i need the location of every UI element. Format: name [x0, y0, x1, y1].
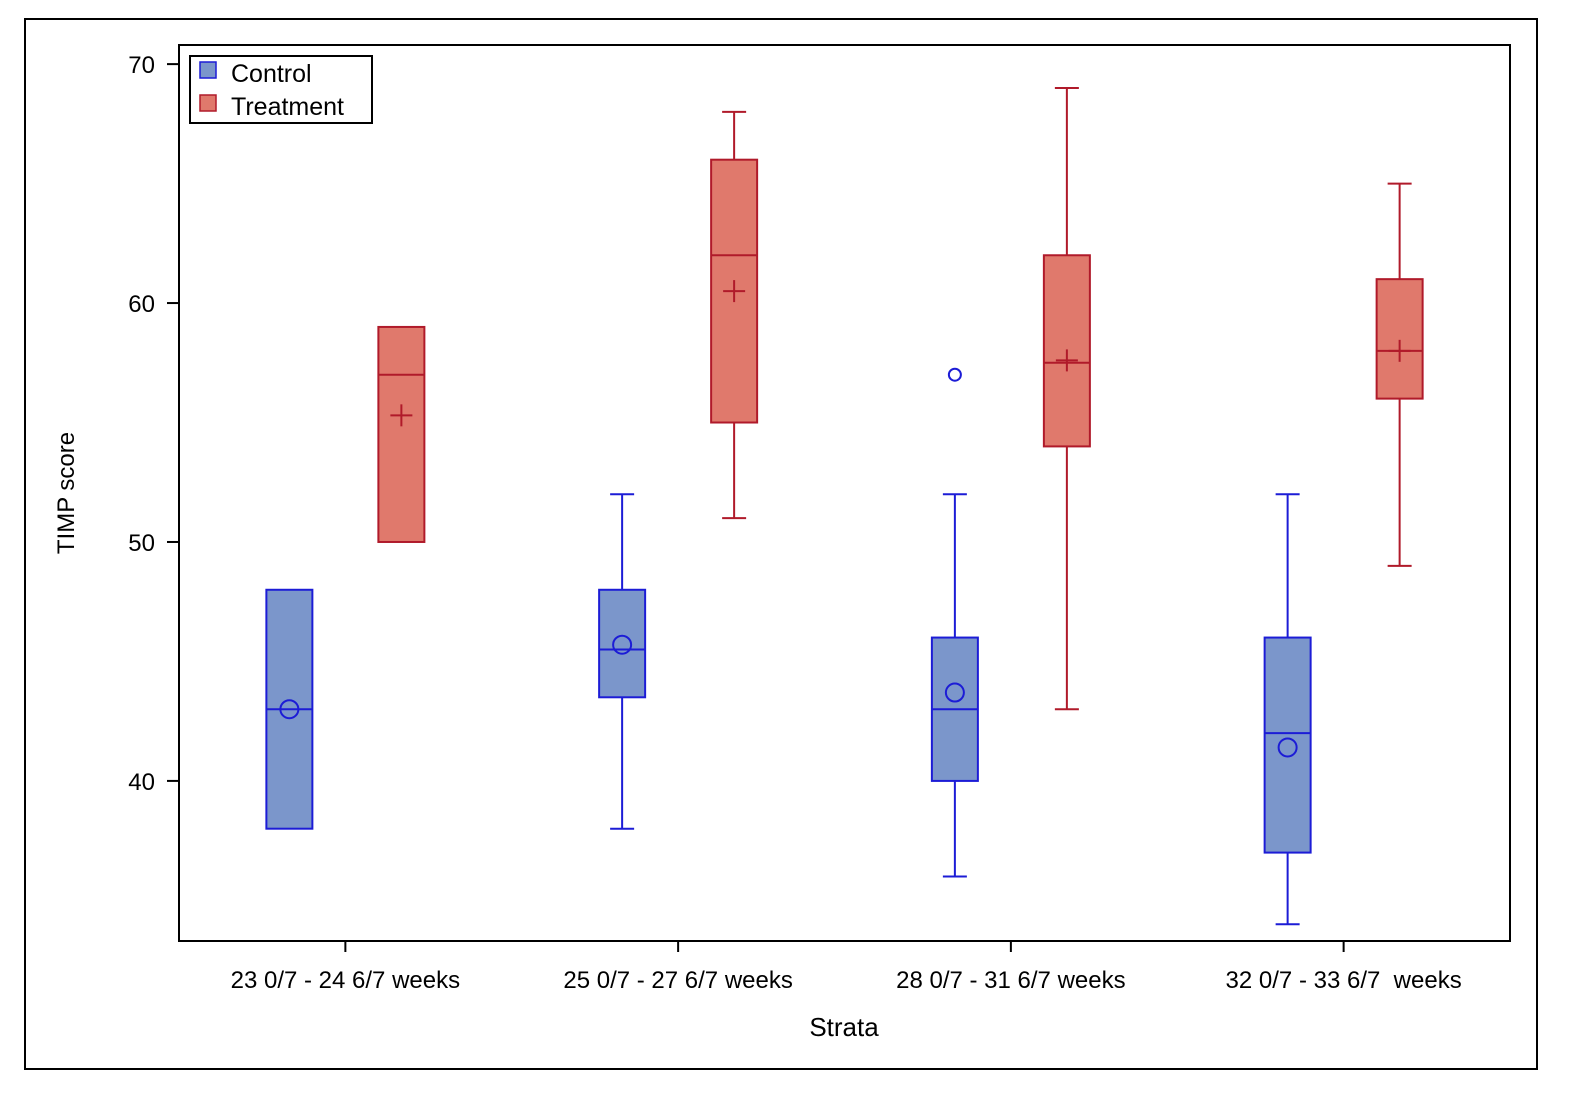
x-axis-label: Strata: [809, 1012, 879, 1042]
legend-swatch-control: [199, 61, 217, 79]
mean-marker: [279, 699, 300, 720]
mean-marker: [944, 682, 965, 703]
control-box-2: [598, 493, 647, 830]
legend-swatch-treatment: [199, 94, 217, 112]
iqr-box: [598, 588, 647, 699]
boxes-layer: [265, 87, 1424, 926]
x-tick-label: 32 0/7 - 33 6/7 weeks: [1226, 967, 1462, 994]
x-tick-label: 28 0/7 - 31 6/7 weeks: [896, 967, 1125, 994]
y-tick-label: 50: [128, 530, 155, 557]
mean-marker: [612, 634, 633, 655]
iqr-box: [1263, 636, 1312, 854]
treatment-box-4: [1375, 182, 1424, 567]
y-tick-label: 60: [128, 291, 155, 318]
x-tick-label: 25 0/7 - 27 6/7 weeks: [563, 967, 792, 994]
y-axis: 40 50 60 70: [128, 52, 179, 796]
y-axis-label: TIMP score: [53, 432, 80, 554]
treatment-box-2: [710, 110, 759, 520]
chart-frame: [24, 18, 1538, 1070]
y-tick-label: 40: [128, 769, 155, 796]
control-box-4: [1263, 493, 1312, 926]
legend: Control Treatment: [189, 55, 373, 124]
legend-box: [189, 55, 373, 124]
legend-label-control: Control: [231, 60, 312, 88]
control-box-3: [930, 367, 979, 878]
legend-label-treatment: Treatment: [231, 93, 344, 121]
iqr-box: [1375, 278, 1424, 400]
mean-marker: [1277, 737, 1298, 758]
outlier-point: [947, 367, 962, 382]
treatment-box-1: [377, 325, 426, 543]
x-axis: 23 0/7 - 24 6/7 weeks 25 0/7 - 27 6/7 wee…: [231, 941, 1462, 994]
iqr-box: [377, 325, 426, 543]
y-tick-label: 70: [128, 52, 155, 79]
control-box-1: [265, 588, 314, 830]
x-tick-label: 23 0/7 - 24 6/7 weeks: [231, 967, 460, 994]
treatment-box-3: [1042, 87, 1091, 711]
